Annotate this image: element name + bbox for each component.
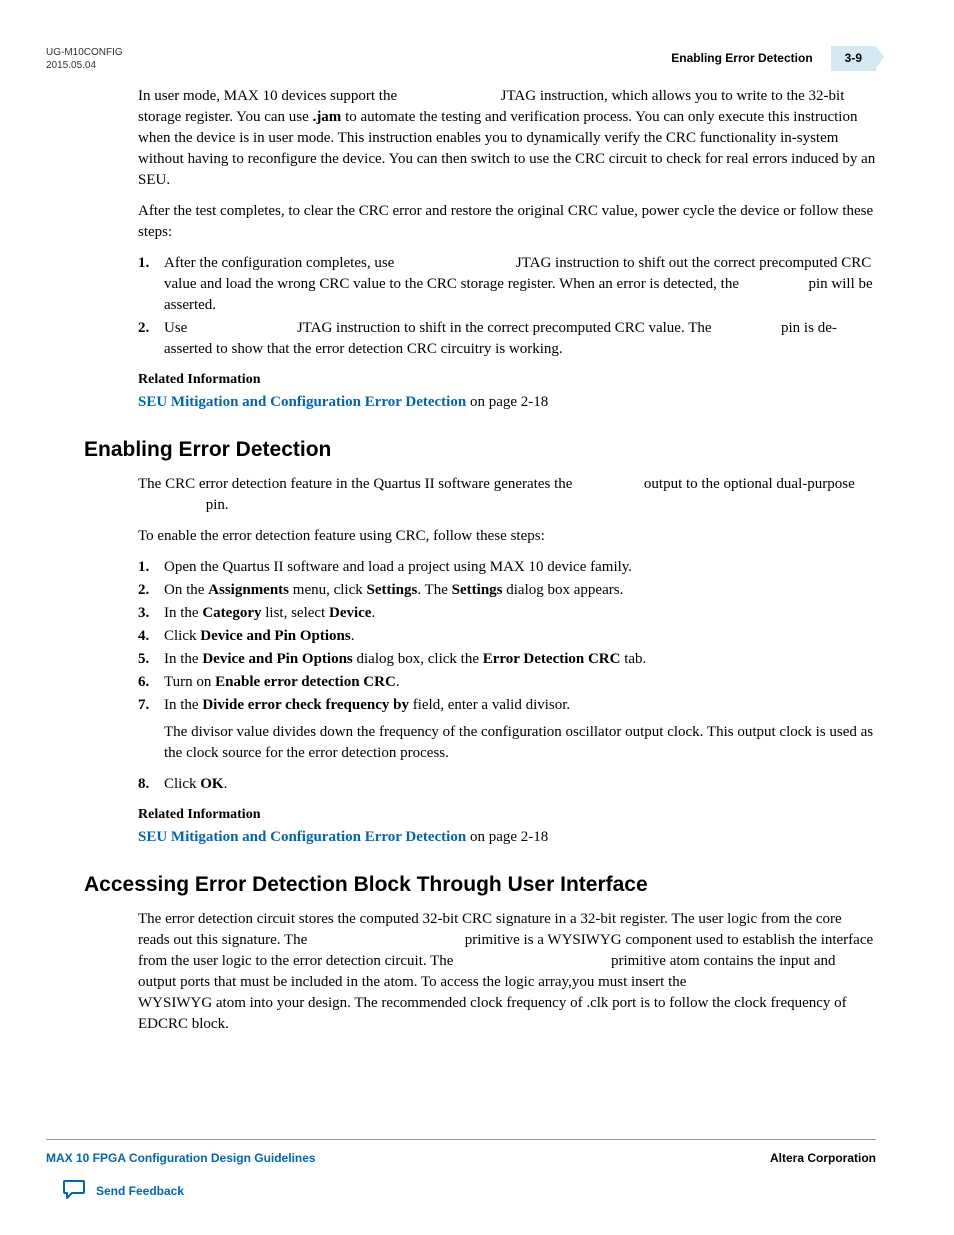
related-link-line: SEU Mitigation and Configuration Error D… [138,392,876,413]
text-bold: .jam [313,109,342,125]
page-header: UG-M10CONFIG 2015.05.04 Enabling Error D… [46,46,876,72]
paragraph: After the test completes, to clear the C… [138,201,876,243]
list-item: In the Device and Pin Options dialog box… [138,649,876,670]
paragraph: In user mode, MAX 10 devices support the… [138,86,876,191]
ordered-list: Open the Quartus II software and load a … [138,557,876,795]
text-run: The CRC error detection feature in the Q… [138,476,576,492]
list-item-sub: The divisor value divides down the frequ… [164,722,876,764]
related-info-heading: Related Information [138,370,876,390]
feedback-label: Send Feedback [96,1183,184,1200]
text-run: on page 2-18 [470,394,548,410]
related-link-line: SEU Mitigation and Configuration Error D… [138,827,876,848]
related-link[interactable]: SEU Mitigation and Configuration Error D… [138,394,466,410]
list-item: Turn on Enable error detection CRC. [138,672,876,693]
text-bold: Enable error detection CRC [215,674,396,690]
text-run: In the [164,605,202,621]
list-item: After the configuration completes, use J… [138,253,876,316]
text-run: output to the optional dual-purpose [644,476,855,492]
text-bold: Device and Pin Options [202,651,352,667]
text-run: In user mode, MAX 10 devices support the [138,88,401,104]
text-run: Click [164,628,200,644]
related-link[interactable]: SEU Mitigation and Configuration Error D… [138,829,466,845]
header-left: UG-M10CONFIG 2015.05.04 [46,46,123,72]
text-bold: Category [202,605,261,621]
footer-company: Altera Corporation [770,1150,876,1167]
text-run: dialog box appears. [503,582,624,598]
body-content: In user mode, MAX 10 devices support the… [138,86,876,413]
text-run: Click [164,776,200,792]
text-run: . [396,674,400,690]
body-content: The CRC error detection feature in the Q… [138,474,876,848]
text-run: list, select [261,605,329,621]
text-run: WYSIWYG atom into your design. The recom… [138,995,847,1032]
ordered-list: After the configuration completes, use J… [138,253,876,360]
footer-doc-title[interactable]: MAX 10 FPGA Configuration Design Guideli… [46,1150,316,1167]
paragraph: The error detection circuit stores the c… [138,909,876,1035]
text-run: After the configuration completes, use [164,255,398,271]
text-run: dialog box, click the [353,651,483,667]
list-item: Click Device and Pin Options. [138,626,876,647]
list-item: On the Assignments menu, click Settings.… [138,580,876,601]
related-info-heading: Related Information [138,805,876,825]
list-item: Use JTAG instruction to shift in the cor… [138,318,876,360]
list-item: Open the Quartus II software and load a … [138,557,876,578]
body-content: The error detection circuit stores the c… [138,909,876,1035]
text-run: . [371,605,375,621]
list-item: In the Category list, select Device. [138,603,876,624]
header-right: Enabling Error Detection 3-9 [671,46,876,71]
text-run: In the [164,651,202,667]
text-bold: Settings [367,582,418,598]
list-item: Click OK. [138,774,876,795]
text-run: pin. [206,497,229,513]
doc-date: 2015.05.04 [46,59,123,72]
text-run: Turn on [164,674,215,690]
text-bold: OK [200,776,223,792]
text-bold: Device and Pin Options [200,628,350,644]
paragraph: To enable the error detection feature us… [138,526,876,547]
text-run: . The [417,582,451,598]
text-bold: Assignments [208,582,289,598]
text-run: On the [164,582,208,598]
text-bold: Device [329,605,371,621]
text-bold: Error Detection CRC [483,651,621,667]
doc-id: UG-M10CONFIG [46,46,123,59]
section-heading-accessing: Accessing Error Detection Block Through … [84,870,876,899]
text-bold: Divide error check frequency by [202,697,409,713]
text-run: on page 2-18 [470,829,548,845]
text-bold: Settings [452,582,503,598]
page-footer: MAX 10 FPGA Configuration Design Guideli… [46,1139,876,1167]
text-run: field, enter a valid divisor. [409,697,570,713]
section-heading-enabling: Enabling Error Detection [84,435,876,464]
text-run: . [224,776,228,792]
text-run: . [351,628,355,644]
send-feedback-link[interactable]: Send Feedback [62,1178,184,1205]
text-run: JTAG instruction to shift in the correct… [297,320,715,336]
speech-bubble-icon [62,1178,86,1205]
list-item: In the Divide error check frequency by f… [138,695,876,764]
text-run: Use [164,320,191,336]
header-section-title: Enabling Error Detection [671,50,830,67]
text-run: menu, click [289,582,366,598]
text-run: In the [164,697,202,713]
page-number-badge: 3-9 [831,46,876,71]
paragraph: The CRC error detection feature in the Q… [138,474,876,516]
text-run: tab. [620,651,646,667]
